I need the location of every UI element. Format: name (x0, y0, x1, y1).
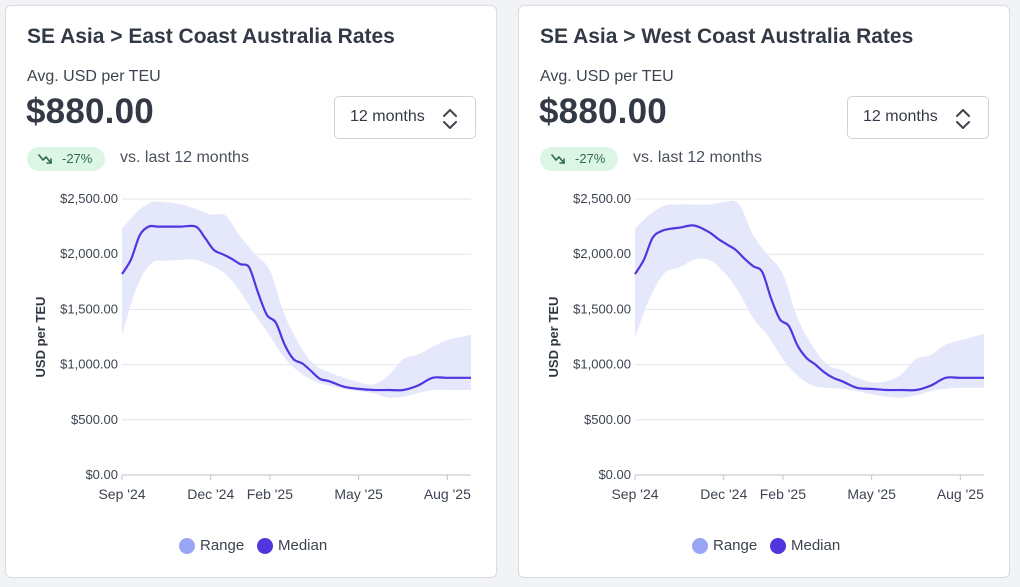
x-tick-label: Aug '25 (424, 486, 471, 502)
chart-legend: Range Median (519, 536, 1009, 558)
median-line (121, 224, 471, 392)
change-percent: -27% (575, 151, 606, 166)
period-select-value: 12 months (350, 108, 425, 125)
trending-down-icon (551, 154, 565, 164)
change-comparison-text: vs. last 12 months (633, 149, 762, 166)
chevron-up-down-icon (956, 109, 970, 129)
change-percent: -27% (62, 151, 93, 166)
legend-median-dot (257, 538, 273, 554)
metric-value: $880.00 (26, 92, 154, 131)
y-tick-label: $1,500.00 (573, 301, 631, 316)
change-badge: -27% (27, 147, 105, 171)
y-tick-label: $1,000.00 (573, 357, 631, 372)
median-line (634, 224, 984, 392)
metric-label: Avg. USD per TEU (540, 68, 674, 85)
y-tick-label: $2,000.00 (60, 246, 118, 261)
y-tick-label: $0.00 (598, 467, 631, 482)
y-tick-label: $2,500.00 (573, 191, 631, 206)
y-tick-label: $500.00 (584, 412, 631, 427)
range-band (122, 201, 471, 398)
y-axis-label: USD per TEU (33, 297, 48, 378)
chart-legend: Range Median (6, 536, 496, 558)
legend-median-label: Median (791, 537, 841, 554)
period-select[interactable]: 12 months (334, 96, 476, 139)
x-tick-label: Sep '24 (611, 486, 658, 502)
y-tick-label: $0.00 (85, 467, 118, 482)
y-tick-label: $2,500.00 (60, 191, 118, 206)
legend-range-label: Range (713, 537, 758, 554)
trending-down-icon (38, 154, 52, 164)
y-tick-label: $2,000.00 (573, 246, 631, 261)
x-tick-label: Feb '25 (247, 486, 293, 502)
x-tick-label: Sep '24 (98, 486, 145, 502)
period-select[interactable]: 12 months (847, 96, 989, 139)
metric-label: Avg. USD per TEU (27, 68, 161, 85)
legend-range-label: Range (200, 537, 245, 554)
metric-value: $880.00 (539, 92, 667, 131)
legend-range-dot (692, 538, 708, 554)
y-tick-label: $1,500.00 (60, 301, 118, 316)
rates-card-east: SE Asia > East Coast Australia Rates Avg… (5, 5, 497, 578)
rates-chart: $0.00 $500.00 $1,000.00 $1,500.00 $2,000.00 $… (546, 191, 984, 502)
legend-median-label: Median (278, 537, 328, 554)
x-tick-label: May '25 (334, 486, 383, 502)
x-tick-label: Aug '25 (937, 486, 984, 502)
legend-range-dot (179, 538, 195, 554)
y-tick-label: $500.00 (71, 412, 118, 427)
y-axis-label: USD per TEU (546, 297, 561, 378)
legend-median-dot (770, 538, 786, 554)
rates-card-west: SE Asia > West Coast Australia Rates Avg… (518, 5, 1010, 578)
chevron-up-down-icon (443, 109, 457, 129)
period-select-value: 12 months (863, 108, 938, 125)
range-band (635, 200, 984, 398)
change-comparison-text: vs. last 12 months (120, 149, 249, 166)
x-tick-label: Feb '25 (760, 486, 806, 502)
x-tick-label: Dec '24 (187, 486, 234, 502)
y-tick-label: $1,000.00 (60, 357, 118, 372)
change-badge: -27% (540, 147, 618, 171)
card-title: SE Asia > East Coast Australia Rates (27, 25, 395, 48)
rates-chart: $0.00 $500.00 $1,000.00 $1,500.00 $2,000.00 $… (33, 191, 471, 502)
x-tick-label: Dec '24 (700, 486, 747, 502)
x-tick-label: May '25 (847, 486, 896, 502)
card-title: SE Asia > West Coast Australia Rates (540, 25, 914, 48)
